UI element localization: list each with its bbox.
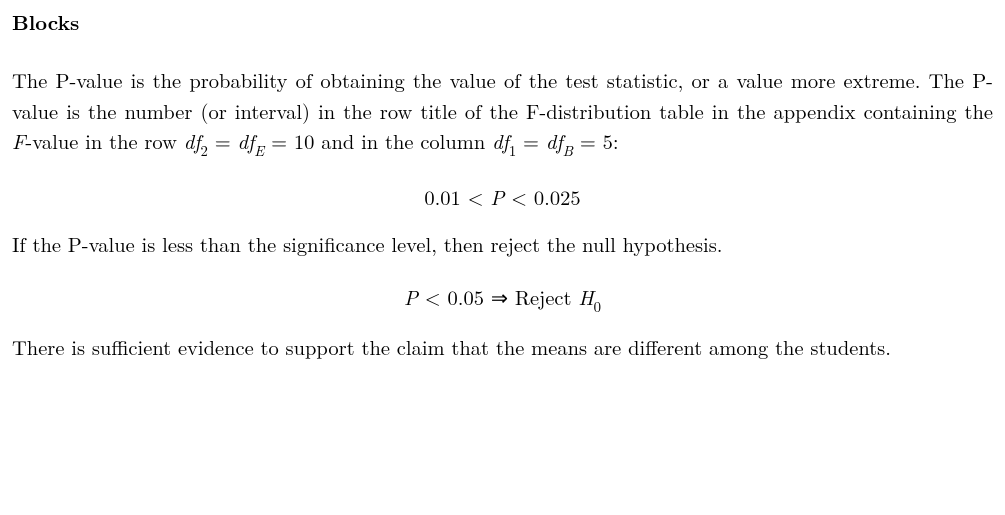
para1-text-1: The P-value is the probability of obtain… — [12, 65, 993, 125]
paragraph-1: The P-value is the probability of obtain… — [12, 65, 993, 161]
eq-2: = 10 and in the column — [264, 126, 492, 155]
math2-lt: < 0.05 — [418, 282, 491, 311]
eq-1: = — [208, 126, 238, 155]
paragraph-3: There is sufficient evidence to support … — [12, 332, 993, 363]
math2-h: H — [578, 282, 593, 311]
dfe-sub: E — [254, 140, 264, 161]
math2-h0: 0 — [594, 296, 601, 317]
math2-arrow: ⇒ — [491, 282, 508, 311]
math1-right: < 0.025 — [504, 182, 580, 211]
dfe-var: df — [238, 126, 255, 155]
math-display-1: 0.01 < P < 0.025 — [12, 182, 993, 213]
section-heading: Blocks — [12, 8, 993, 39]
eq-4: = 5: — [573, 126, 619, 155]
math-display-2: P < 0.05 ⇒ Reject H0 — [12, 282, 993, 316]
paragraph-2: If the P-value is less than the signific… — [12, 229, 993, 260]
para1-text-2: -value in the row — [25, 126, 183, 155]
df1-sub: 1 — [509, 140, 516, 161]
f-value-var: F — [12, 126, 25, 155]
df1-var: df — [492, 126, 509, 155]
eq-3: = — [516, 126, 546, 155]
dfb-var: df — [546, 126, 563, 155]
df2-var: df — [184, 126, 201, 155]
df2-sub: 2 — [201, 140, 208, 161]
dfb-sub: B — [563, 140, 573, 161]
math1-p: P — [490, 182, 504, 211]
math2-p: P — [404, 282, 418, 311]
math2-reject: Reject — [508, 282, 578, 311]
math1-left: 0.01 < — [424, 182, 490, 211]
